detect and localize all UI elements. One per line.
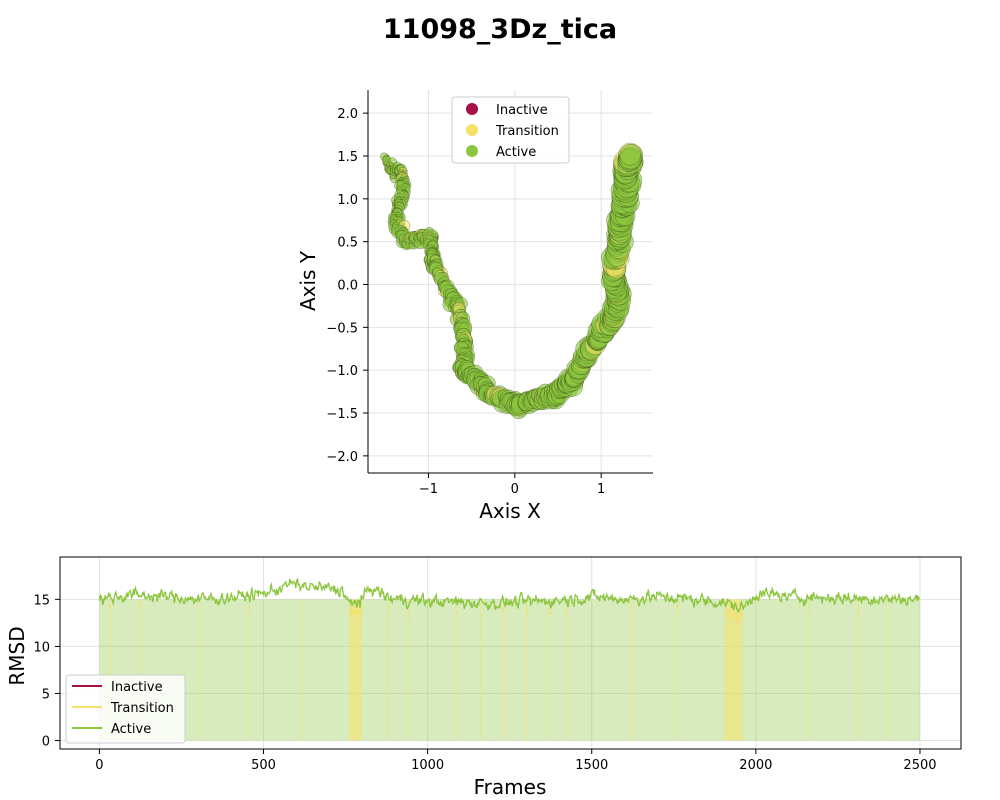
rmsd-transition-span: [457, 599, 459, 741]
scatter-legend-box: [451, 96, 570, 164]
rmsd-legend-box: [65, 674, 186, 744]
rmsd-x-tick-label: 0: [95, 758, 103, 773]
scatter-y-tick-label: −0.5: [326, 321, 358, 336]
rmsd-x-tick-label: 2500: [903, 758, 936, 773]
scatter-y-tick-label: 2.0: [337, 107, 358, 122]
rmsd-frame: [59, 556, 962, 750]
scatter-x-tick-label: −1: [419, 482, 438, 497]
scatter-legend-marker: [466, 145, 478, 157]
figure-title: 11098_3Dz_tica: [383, 14, 617, 45]
rmsd-transition-span: [724, 599, 743, 741]
scatter-ticks: −1 0 1 −2.0 −1.5 −1.0 −0.5 0.0 0.5 1.0 1.5 2.0: [326, 107, 605, 497]
rmsd-y-tick-label: 0: [42, 735, 50, 750]
rmsd-transition-span: [301, 599, 303, 741]
rmsd-legend-label: Transition: [110, 701, 174, 716]
scatter-legend-marker: [466, 103, 478, 115]
rmsd-legend-label: Inactive: [111, 680, 163, 695]
scatter-panel: −1 0 1 −2.0 −1.5 −1.0 −0.5 0.0 0.5 1.0 1.5 2.0 Axis…: [296, 90, 653, 523]
scatter-x-axis-label: Axis X: [479, 499, 541, 523]
scatter-y-tick-label: −1.0: [326, 364, 358, 379]
scatter-legend-label: Transition: [495, 124, 559, 139]
scatter-points: [380, 142, 644, 419]
scatter-axes: [367, 90, 653, 474]
rmsd-transition-span: [677, 599, 679, 741]
rmsd-legend: Inactive Transition Active: [65, 674, 186, 744]
rmsd-active-line: [98, 577, 921, 614]
rmsd-transition-span: [138, 599, 140, 741]
rmsd-legend-label: Active: [111, 722, 151, 737]
rmsd-lines: [98, 577, 921, 621]
rmsd-x-axis-label: Frames: [474, 775, 547, 799]
rmsd-x-tick-label: 1000: [411, 758, 444, 773]
scatter-x-tick-label: 0: [511, 482, 519, 497]
rmsd-y-tick-label: 5: [42, 687, 50, 702]
rmsd-transition-span: [197, 599, 200, 741]
rmsd-transition-span: [348, 599, 362, 741]
rmsd-transition-span: [503, 599, 505, 741]
scatter-y-tick-label: 1.5: [337, 150, 358, 165]
scatter-y-axis-label: Axis Y: [296, 250, 320, 311]
rmsd-panel: 0 500 1000 1500 2000 2500 0 5 10 15 Frames RMSD I…: [5, 556, 962, 799]
scatter-y-tick-label: −2.0: [326, 450, 358, 465]
rmsd-axes: [59, 556, 962, 750]
rmsd-transition-span: [549, 599, 551, 741]
scatter-legend-label: Inactive: [496, 103, 548, 118]
scatter-legend: Inactive Transition Active: [451, 96, 570, 164]
rmsd-y-tick-label: 15: [33, 593, 50, 608]
rmsd-transition-span: [480, 599, 482, 741]
scatter-y-tick-label: −1.5: [326, 407, 358, 422]
scatter-legend-marker: [466, 124, 478, 136]
rmsd-active-fill: [99, 599, 920, 741]
scatter-y-tick-label: 0.5: [337, 236, 358, 251]
rmsd-transition-span: [526, 599, 528, 741]
rmsd-transition-span: [857, 599, 859, 741]
scatter-point: [619, 144, 641, 166]
rmsd-transition-span: [388, 599, 390, 741]
rmsd-x-tick-label: 2000: [739, 758, 772, 773]
scatter-y-tick-label: 1.0: [337, 193, 358, 208]
rmsd-transition-span: [631, 599, 633, 741]
rmsd-transition-span: [885, 599, 887, 741]
rmsd-y-axis-label: RMSD: [5, 626, 29, 685]
rmsd-transition-span: [109, 599, 111, 741]
rmsd-transition-span: [808, 599, 810, 741]
rmsd-transition-span: [248, 599, 250, 741]
scatter-x-tick-label: 1: [597, 482, 605, 497]
rmsd-x-tick-label: 500: [251, 758, 276, 773]
rmsd-transition-span: [407, 599, 410, 741]
rmsd-y-tick-label: 10: [33, 640, 50, 655]
scatter-y-tick-label: 0.0: [337, 278, 358, 293]
rmsd-x-tick-label: 1500: [575, 758, 608, 773]
rmsd-fill-area: [99, 599, 920, 741]
rmsd-transition-span: [565, 599, 567, 741]
scatter-legend-label: Active: [496, 145, 536, 160]
rmsd-ticks: 0 500 1000 1500 2000 2500 0 5 10 15: [33, 593, 936, 773]
